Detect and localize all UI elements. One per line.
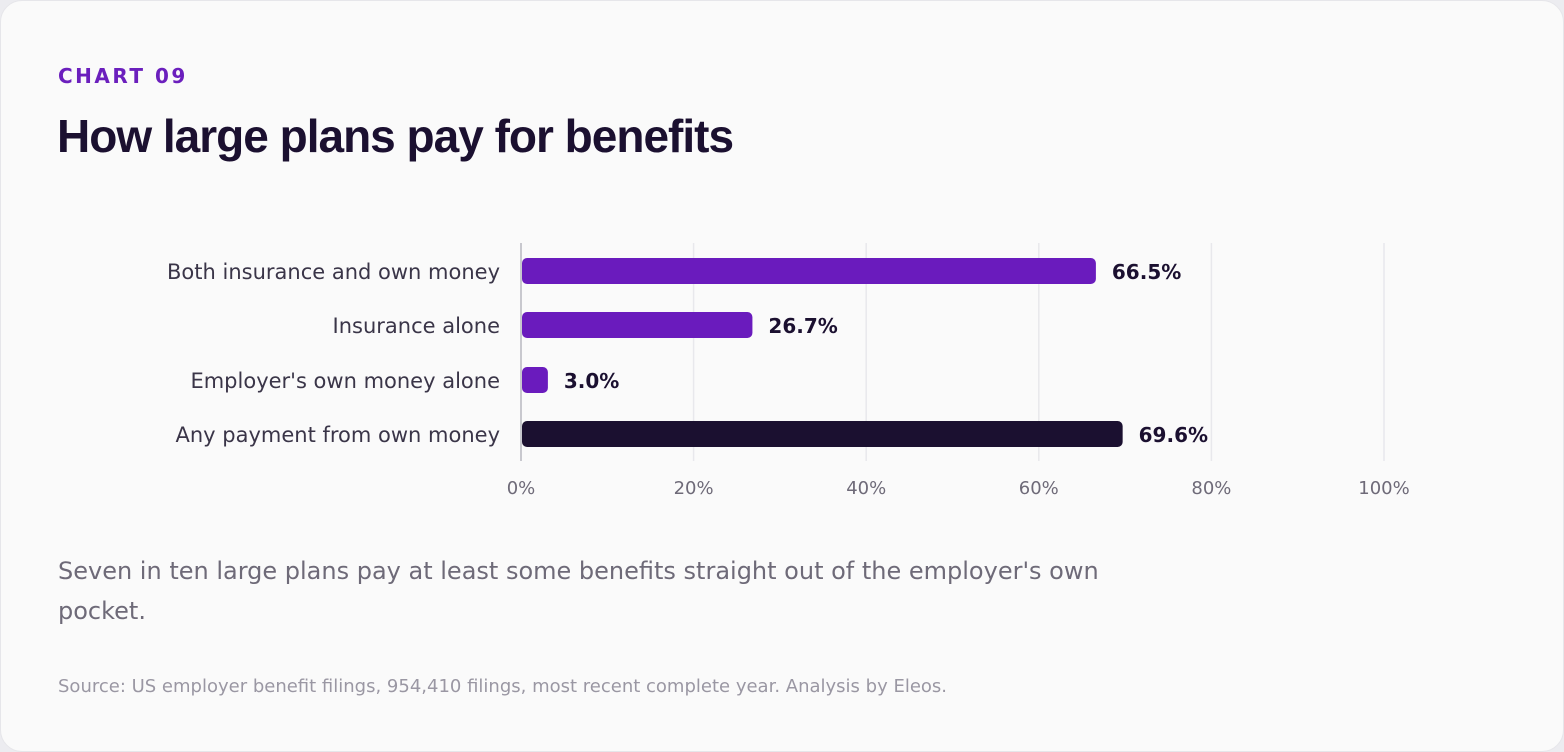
bar: [522, 312, 753, 338]
value-label: 3.0%: [564, 369, 619, 393]
chart-source: Source: US employer benefit filings, 954…: [58, 676, 948, 697]
category-label: Insurance alone: [333, 314, 501, 338]
bar: [522, 258, 1096, 284]
category-label: Both insurance and own money: [167, 260, 500, 284]
x-tick-label: 100%: [1358, 478, 1409, 499]
x-tick-label: 80%: [1191, 478, 1231, 499]
value-label: 26.7%: [768, 314, 837, 338]
value-label: 66.5%: [1112, 260, 1181, 284]
chart-caption: Seven in ten large plans pay at least so…: [58, 557, 1099, 625]
bar-chart: 0% 20% 40% 60% 80% 100% Both insurance and own…: [167, 243, 1410, 499]
value-label: 69.6%: [1139, 423, 1208, 447]
bar: [522, 421, 1123, 447]
category-label: Any payment from own money: [175, 423, 500, 447]
x-tick-label: 20%: [674, 478, 714, 499]
x-tick-label: 0%: [507, 478, 536, 499]
category-label: Employer's own money alone: [190, 369, 500, 393]
x-tick-label: 60%: [1019, 478, 1059, 499]
bar: [522, 367, 548, 393]
chart-title: How large plans pay for benefits: [57, 110, 734, 162]
x-tick-label: 40%: [846, 478, 886, 499]
chart-eyebrow: CHART 09: [58, 64, 188, 88]
